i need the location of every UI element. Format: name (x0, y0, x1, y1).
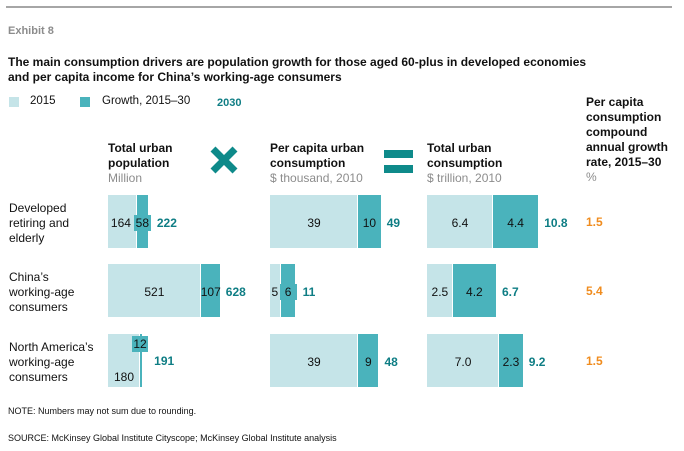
label-2030: 11 (302, 284, 316, 299)
row-label: Developed retiring and elderly (9, 201, 69, 246)
row-label-line: retiring and (9, 216, 70, 230)
header-total-line2: consumption (427, 156, 503, 170)
header-population-line2: population (108, 156, 170, 170)
source: SOURCE: McKinsey Global Institute Citysc… (8, 433, 337, 443)
header-total-line1: Total urban (427, 141, 492, 155)
label-growth: 9 (358, 353, 379, 370)
row-label-line: Developed (9, 201, 67, 215)
top-rule (6, 6, 672, 8)
label-2015: 6.4 (451, 215, 469, 230)
bar-2015 (270, 195, 358, 248)
bar-2015 (108, 195, 137, 248)
label-2030: 6.7 (502, 284, 519, 299)
title-line-1: The main consumption drivers are populat… (8, 55, 587, 69)
bar-2015 (427, 264, 452, 317)
header-total-unit: $ trillion, 2010 (427, 171, 502, 185)
label-2015: 164 (110, 215, 131, 230)
row-label-line: consumers (9, 300, 68, 314)
header-rate-unit: % (586, 170, 597, 184)
label-growth: 4.2 (452, 283, 496, 300)
label-2015: 521 (144, 284, 165, 299)
header-per-capita-line1: Per capita urban (270, 141, 365, 155)
header-per-capita: Per capita urban consumption $ thousand,… (270, 141, 364, 186)
header-rate-line4: annual growth (586, 140, 668, 154)
bar-2015 (270, 264, 281, 317)
label-2030: 10.8 (544, 215, 568, 230)
bar-2015 (108, 264, 200, 317)
row-label-line: China’s (9, 270, 49, 284)
growth-rate-value: 5.4 (586, 283, 603, 298)
legend-label-growth: Growth, 2015–30 (102, 95, 191, 107)
header-total-consumption: Total urban consumption $ trillion, 2010 (427, 141, 502, 186)
footnote: NOTE: Numbers may not sum due to roundin… (8, 406, 197, 416)
label-2030: 48 (384, 354, 398, 369)
header-population-unit: Million (108, 171, 143, 185)
header-per-capita-line2: consumption (270, 156, 346, 170)
label-growth: 4.4 (492, 214, 539, 231)
legend-swatch-growth (80, 97, 90, 107)
label-2015: 39 (307, 215, 321, 230)
label-2015: 5 (271, 284, 279, 299)
growth-rate-value: 1.5 (586, 353, 603, 368)
bar-2015 (427, 195, 492, 248)
label-2030: 9.2 (528, 354, 546, 369)
header-growth-rate: Per capita consumption compound annual g… (586, 95, 668, 185)
label-2015: 39 (307, 354, 321, 369)
row-label-line: working-age (9, 285, 75, 299)
header-population-line1: Total urban (108, 141, 173, 155)
label-2030: 628 (225, 284, 246, 299)
bar-growth (140, 334, 143, 387)
header-per-capita-unit: $ thousand, 2010 (270, 171, 363, 185)
multiply-icon (210, 146, 238, 174)
label-growth: 107 (200, 283, 221, 300)
label-growth: 58 (133, 214, 151, 231)
row-label-line: North America’s (9, 340, 94, 354)
label-growth: 10 (358, 214, 381, 231)
label-2030: 222 (156, 215, 177, 230)
header-rate-line2: consumption (586, 110, 662, 124)
equals-icon-bottom-bar (384, 165, 413, 173)
chart-title: The main consumption drivers are populat… (8, 55, 648, 85)
row-label-line: working-age (9, 355, 75, 369)
exhibit-label: Exhibit 8 (8, 25, 54, 37)
label-2015: 7.0 (454, 354, 472, 369)
row-label: China’s working-age consumers (9, 270, 74, 315)
equals-icon-top-bar (384, 150, 413, 158)
label-growth: 6 (279, 283, 297, 300)
label-2015: 2.5 (431, 284, 449, 299)
row-label: North America’s working-age consumers (9, 340, 93, 385)
label-2015: 180 (114, 370, 135, 384)
label-2030: 49 (386, 215, 401, 230)
label-growth: 2.3 (499, 353, 523, 370)
row-label-line: consumers (9, 370, 68, 384)
header-rate-line3: compound (586, 125, 648, 139)
header-rate-line1: Per capita (586, 95, 644, 109)
bar-2015 (427, 334, 499, 387)
header-rate-line5: rate, 2015–30 (586, 155, 662, 169)
header-population: Total urban population Million (108, 141, 172, 186)
label-growth: 12 (132, 336, 149, 352)
legend-label-2030: 2030 (217, 97, 242, 109)
title-line-2: and per capita income for China’s workin… (8, 70, 342, 84)
row-label-line: elderly (9, 231, 45, 245)
bar-2015 (270, 334, 358, 387)
legend-label-2015: 2015 (30, 95, 56, 107)
label-2030: 191 (154, 353, 175, 368)
growth-rate-value: 1.5 (586, 214, 603, 229)
legend-swatch-2015 (9, 97, 19, 107)
